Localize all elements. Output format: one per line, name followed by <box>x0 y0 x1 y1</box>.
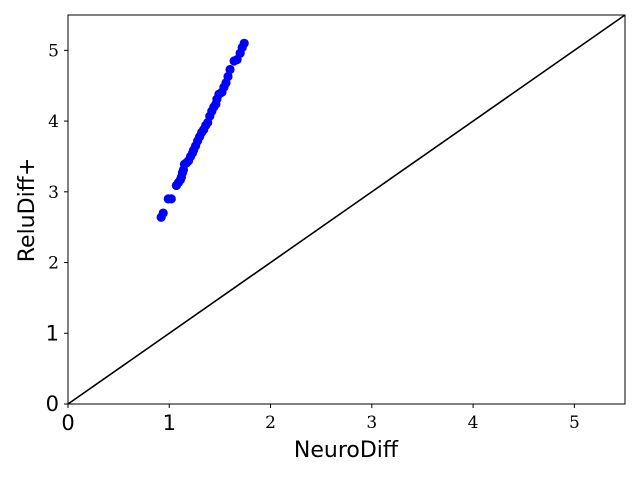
plot-frame <box>67 14 626 405</box>
y-tick-label: 0 <box>46 392 59 416</box>
data-point <box>158 208 168 218</box>
y-tick-label: 3 <box>48 183 59 203</box>
plot-area <box>67 14 626 405</box>
x-tick-label: 2 <box>265 413 276 433</box>
y-axis-label: ReluDiff+ <box>15 158 40 263</box>
data-point <box>239 38 249 48</box>
data-point <box>223 71 233 82</box>
x-tick-label: 1 <box>163 411 176 435</box>
x-tick-label: 3 <box>366 413 377 433</box>
reference-line <box>67 14 626 405</box>
x-axis-label: NeuroDiff <box>294 438 399 463</box>
axis-ticks: 0 1 2 3 4 5 0 1 2 3 4 5 <box>46 41 580 435</box>
x-tick-label: 0 <box>61 411 74 435</box>
x-tick-label: 5 <box>569 413 580 433</box>
data-point <box>225 64 235 75</box>
y-tick-label: 1 <box>46 321 59 345</box>
x-tick-label: 4 <box>468 413 479 433</box>
data-point <box>166 194 176 204</box>
y-tick-label: 2 <box>48 254 59 274</box>
y-tick-label: 5 <box>48 41 59 61</box>
y-tick-label: 4 <box>48 112 59 132</box>
